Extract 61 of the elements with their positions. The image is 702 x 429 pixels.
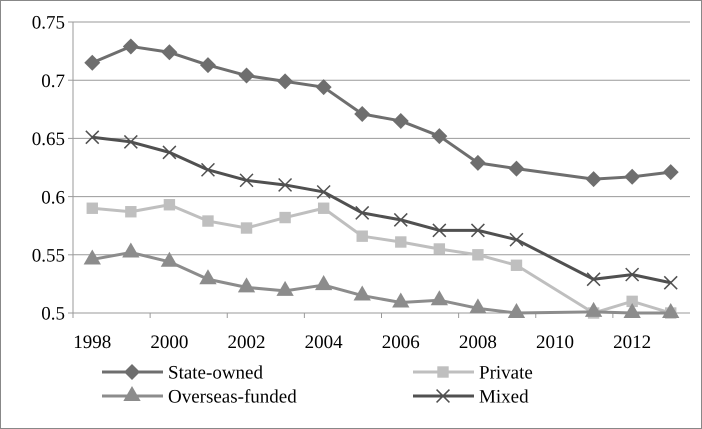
point (392, 112, 409, 129)
point (318, 202, 330, 214)
point (470, 154, 486, 171)
y-tick-label: 0.55 (32, 245, 65, 266)
x-tick-label: 2002 (228, 332, 266, 353)
point (124, 134, 138, 150)
y-tick-label: 0.6 (41, 187, 65, 208)
legend-label: State-owned (168, 362, 264, 384)
legend-label: Mixed (479, 386, 530, 408)
x-tick-label: 2010 (536, 332, 574, 353)
x-tick-label: 2012 (613, 332, 652, 353)
point (279, 212, 291, 224)
point (356, 230, 368, 242)
point (316, 79, 332, 96)
x-tick-label: 2008 (458, 332, 497, 353)
point (161, 44, 178, 60)
point (624, 267, 640, 282)
point (664, 276, 678, 290)
point (240, 222, 252, 234)
point (122, 38, 139, 54)
y-tick-label: 0.75 (32, 12, 65, 34)
point (510, 260, 522, 271)
legend-label: Overseas-funded (168, 386, 298, 408)
point (239, 173, 254, 188)
point (509, 232, 524, 247)
point (200, 57, 216, 74)
point (624, 168, 640, 185)
x-tick-label: 2004 (304, 332, 344, 353)
point (125, 206, 137, 218)
point (86, 202, 98, 214)
legend-label: Private (479, 362, 533, 384)
point (200, 162, 216, 178)
point (395, 236, 406, 248)
point (316, 184, 331, 200)
point (164, 199, 176, 210)
point (472, 249, 484, 260)
point (626, 296, 638, 308)
point (434, 243, 446, 255)
y-tick-label: 0.65 (32, 129, 65, 150)
point (586, 171, 602, 188)
point (431, 128, 448, 144)
y-tick-label: 0.7 (41, 70, 65, 92)
point (508, 160, 524, 177)
point (470, 223, 486, 238)
point (355, 206, 370, 220)
point (84, 54, 100, 71)
point (162, 145, 177, 160)
point (432, 223, 447, 238)
point (202, 215, 214, 227)
y-tick-label: 0.5 (41, 304, 65, 325)
point (662, 164, 679, 180)
x-tick-label: 1998 (73, 332, 112, 353)
x-tick-label: 2000 (150, 332, 188, 353)
point (85, 130, 100, 144)
point (278, 178, 292, 192)
point (277, 73, 294, 90)
point (586, 272, 601, 286)
point (238, 68, 255, 84)
x-tick-label: 2006 (382, 332, 420, 353)
point (354, 106, 370, 122)
point (394, 212, 408, 228)
